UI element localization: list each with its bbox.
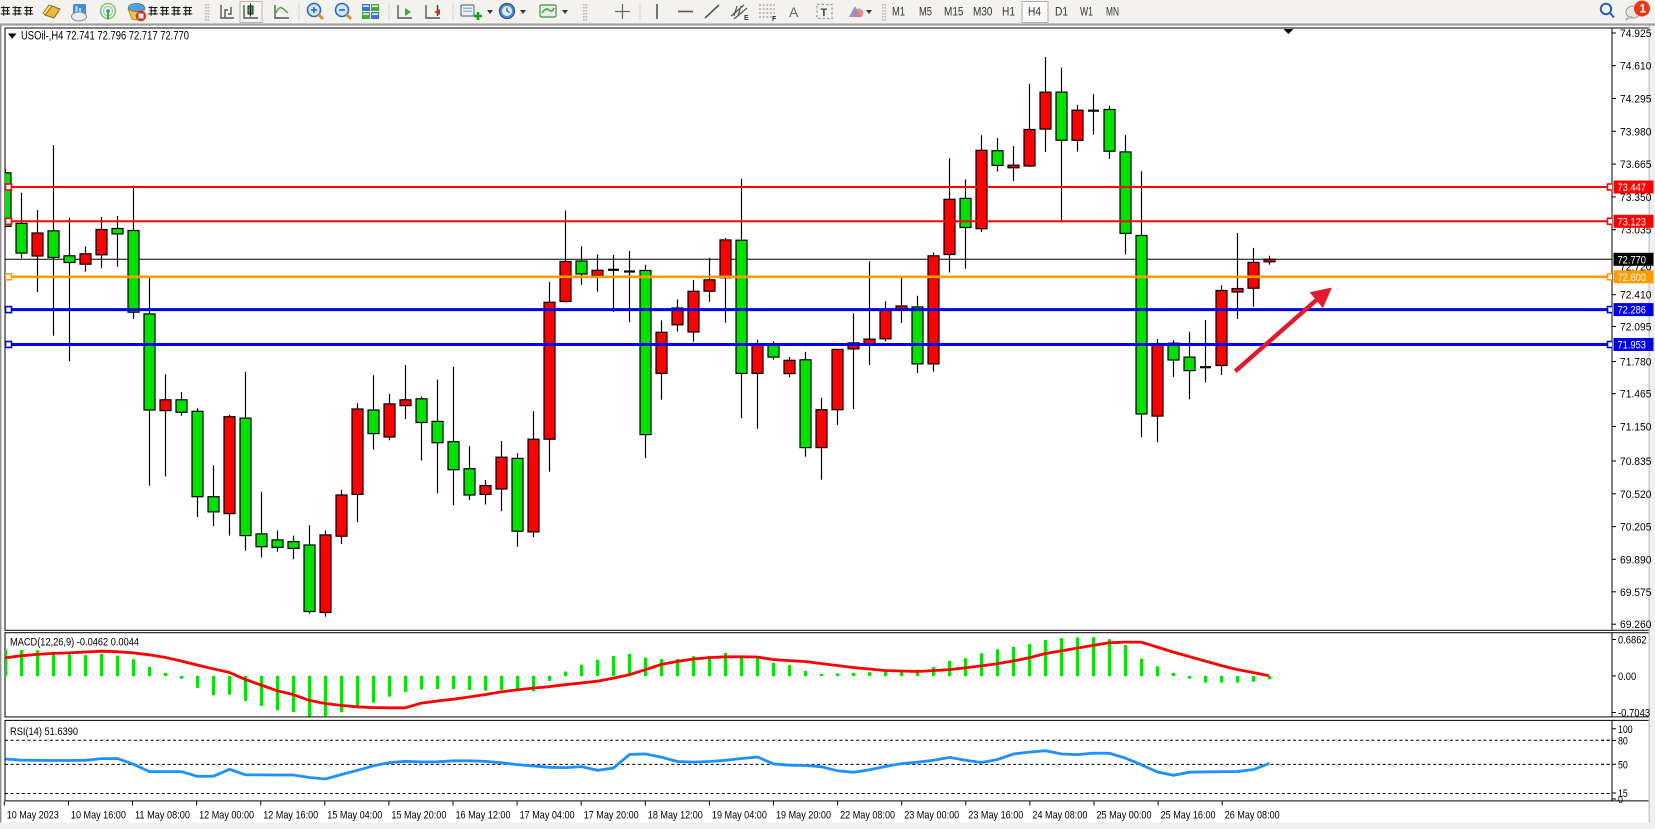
svg-text:18 May 12:00: 18 May 12:00 [648, 810, 703, 822]
svg-text:0.00: 0.00 [1618, 671, 1636, 683]
svg-text:USOil-,H4 72.741 72.796 72.71: USOil-,H4 72.741 72.796 72.717 72.770 [21, 31, 189, 43]
svg-text:15 May 20:00: 15 May 20:00 [391, 810, 446, 822]
svg-text:RSI(14) 51.6390: RSI(14) 51.6390 [10, 726, 78, 738]
svg-text:H4: H4 [1028, 7, 1042, 19]
svg-text:50: 50 [1618, 759, 1628, 771]
svg-text:M5: M5 [919, 7, 932, 19]
svg-text:MN: MN [1106, 7, 1119, 19]
svg-text:1: 1 [1640, 2, 1647, 16]
svg-text:11 May 08:00: 11 May 08:00 [135, 810, 190, 822]
svg-text:71.465: 71.465 [1620, 389, 1652, 401]
svg-text:72.410: 72.410 [1620, 290, 1652, 302]
svg-text:10 May 16:00: 10 May 16:00 [71, 810, 126, 822]
svg-text:25 May 00:00: 25 May 00:00 [1097, 810, 1152, 822]
svg-text:74.610: 74.610 [1620, 61, 1652, 73]
svg-text:69.575: 69.575 [1620, 587, 1652, 599]
svg-text:T: T [821, 7, 828, 19]
svg-text:72.770: 72.770 [1618, 254, 1647, 266]
svg-text:12 May 16:00: 12 May 16:00 [263, 810, 318, 822]
svg-text:70.520: 70.520 [1620, 489, 1652, 501]
svg-text:72.600: 72.600 [1618, 272, 1647, 284]
svg-text:17 May 20:00: 17 May 20:00 [584, 810, 639, 822]
svg-text:M15: M15 [944, 7, 964, 19]
svg-text:69.890: 69.890 [1620, 554, 1652, 566]
svg-text:D1: D1 [1055, 7, 1068, 19]
svg-text:74.295: 74.295 [1620, 94, 1652, 106]
svg-text:70.835: 70.835 [1620, 456, 1652, 468]
svg-text:74.925: 74.925 [1620, 28, 1652, 40]
svg-text:72.095: 72.095 [1620, 322, 1652, 334]
svg-text:F: F [772, 16, 777, 23]
svg-text:23 May 00:00: 23 May 00:00 [904, 810, 959, 822]
svg-text:W1: W1 [1080, 7, 1093, 19]
svg-text:73.980: 73.980 [1620, 126, 1652, 138]
svg-text:0.6862: 0.6862 [1618, 635, 1647, 647]
svg-text:15: 15 [1618, 788, 1628, 800]
svg-text:26 May 08:00: 26 May 08:00 [1225, 810, 1280, 822]
svg-text:80: 80 [1618, 735, 1628, 747]
svg-text:71.953: 71.953 [1618, 340, 1647, 352]
svg-text:73.123: 73.123 [1618, 216, 1647, 228]
svg-text:19 May 20:00: 19 May 20:00 [776, 810, 831, 822]
svg-text:70.205: 70.205 [1620, 522, 1652, 534]
svg-text:73.447: 73.447 [1618, 182, 1647, 194]
svg-text:100: 100 [1618, 724, 1633, 736]
svg-text:19 May 04:00: 19 May 04:00 [712, 810, 767, 822]
svg-text:16 May 12:00: 16 May 12:00 [456, 810, 511, 822]
svg-text:73.350: 73.350 [1620, 192, 1652, 204]
svg-text:M30: M30 [973, 7, 993, 19]
svg-text:73.665: 73.665 [1620, 159, 1652, 171]
svg-text:15 May 04:00: 15 May 04:00 [327, 810, 382, 822]
svg-text:MACD(12,26,9) -0.0462 0.0044: MACD(12,26,9) -0.0462 0.0044 [10, 637, 139, 649]
svg-text:71.780: 71.780 [1620, 357, 1652, 369]
svg-text:H1: H1 [1002, 7, 1015, 19]
svg-text:10 May 2023: 10 May 2023 [7, 810, 59, 822]
svg-text:0: 0 [1618, 794, 1623, 806]
svg-text:M1: M1 [892, 7, 905, 19]
svg-text:23 May 16:00: 23 May 16:00 [968, 810, 1023, 822]
svg-text:A: A [789, 4, 799, 20]
svg-text:17 May 04:00: 17 May 04:00 [520, 810, 575, 822]
svg-text:24 May 08:00: 24 May 08:00 [1032, 810, 1087, 822]
svg-text:25 May 16:00: 25 May 16:00 [1161, 810, 1216, 822]
svg-text:22 May 08:00: 22 May 08:00 [840, 810, 895, 822]
svg-text:72.286: 72.286 [1618, 305, 1647, 317]
svg-text:69.260: 69.260 [1620, 619, 1652, 631]
svg-text:-0.7043: -0.7043 [1618, 708, 1650, 720]
svg-text:12 May 00:00: 12 May 00:00 [199, 810, 254, 822]
svg-text:E: E [744, 15, 749, 22]
svg-text:71.150: 71.150 [1620, 422, 1652, 434]
